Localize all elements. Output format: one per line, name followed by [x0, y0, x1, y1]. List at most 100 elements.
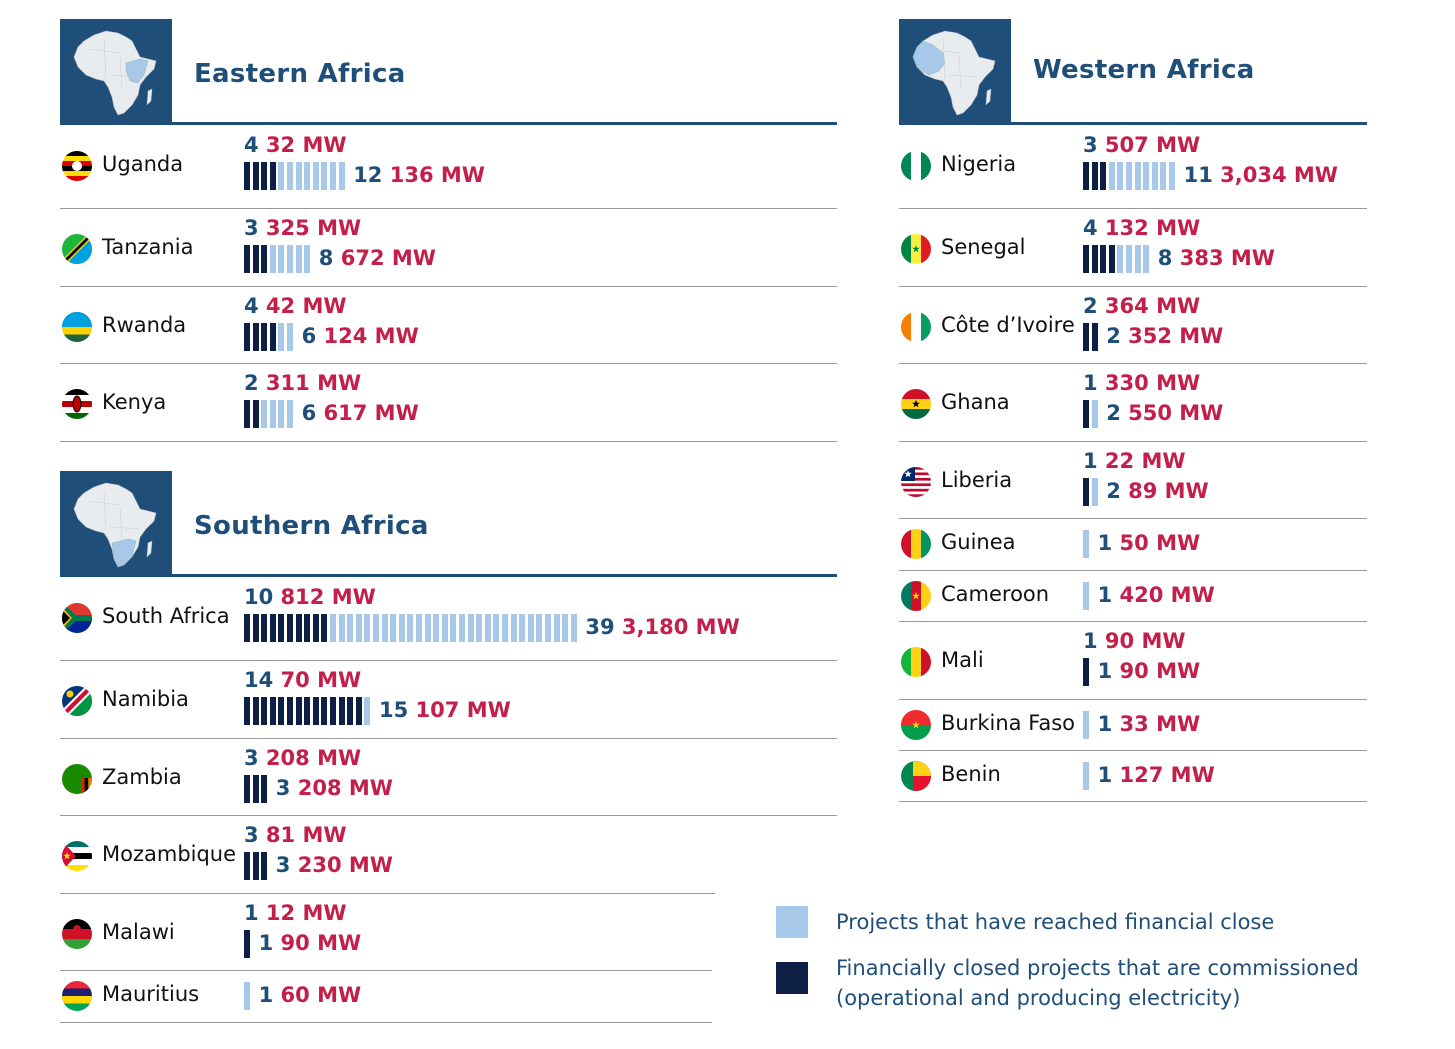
commissioned-mw: 507 MW — [1097, 133, 1201, 157]
region-header: Eastern Africa — [60, 19, 837, 125]
mali-flag-icon — [901, 647, 931, 677]
financial-close-mw: 383 MW — [1172, 246, 1275, 270]
commissioned-segment — [244, 162, 250, 190]
header-divider — [60, 122, 837, 125]
country-name: Benin — [941, 762, 1001, 786]
commissioned-label: 4 42 MW — [244, 294, 347, 318]
financial-close-segment — [278, 162, 285, 190]
financial-close-count: 1 — [1097, 531, 1113, 555]
financial-close-label: 3 230 MW — [276, 853, 393, 877]
south-africa-flag-icon — [62, 603, 92, 633]
legend-swatch-financial-close — [776, 906, 808, 938]
commissioned-mw: 208 MW — [258, 746, 362, 770]
cameroon-flag-icon — [901, 581, 931, 611]
region-title: Western Africa — [1033, 55, 1255, 85]
commissioned-label: 14 70 MW — [244, 668, 361, 692]
financial-close-segment — [1143, 245, 1150, 273]
financial-close-segment — [1083, 762, 1089, 790]
country-row: Liberia 1 22 MW 2 89 MW — [899, 441, 1367, 519]
tanzania-flag-icon — [62, 234, 92, 264]
commissioned-segment — [1083, 162, 1089, 190]
western-africa-panel: Western Africa Nigeria 3 507 MW 11 3,034 M… — [899, 19, 1367, 802]
commissioned-segment — [261, 697, 268, 725]
country-row: Senegal 4 132 MW 8 383 MW — [899, 208, 1367, 287]
financial-close-label: 1 33 MW — [1098, 712, 1201, 736]
financial-close-segment — [287, 400, 293, 428]
country-name: Rwanda — [102, 313, 187, 337]
financial-close-count: 2 — [1106, 401, 1121, 425]
financial-close-segment — [1117, 162, 1124, 190]
commissioned-segment — [261, 852, 268, 880]
financial-close-segment — [467, 614, 474, 642]
commissioned-label: 2 364 MW — [1083, 294, 1200, 318]
country-name: Guinea — [941, 530, 1016, 554]
commissioned-count: 1 — [1083, 629, 1098, 653]
commissioned-label: 4 132 MW — [1083, 216, 1200, 240]
commissioned-mw: 70 MW — [273, 668, 362, 692]
commissioned-label: 4 32 MW — [244, 133, 347, 157]
africa-map-icon — [899, 19, 1011, 123]
financial-close-segment — [570, 614, 577, 642]
financial-close-mw: 107 MW — [408, 698, 511, 722]
financial-close-segment — [1151, 162, 1158, 190]
financial-close-label: 8 383 MW — [1158, 246, 1275, 270]
commissioned-mw: 42 MW — [258, 294, 347, 318]
financial-close-segment — [527, 614, 534, 642]
commissioned-segment — [269, 697, 276, 725]
commissioned-segment — [347, 697, 354, 725]
country-name: Zambia — [102, 765, 182, 789]
financial-close-segment — [1134, 162, 1141, 190]
burkina-faso-flag-icon — [901, 710, 931, 740]
region-header: Southern Africa — [60, 471, 837, 577]
commissioned-segment — [295, 614, 302, 642]
financial-close-label: 11 3,034 MW — [1184, 163, 1338, 187]
financial-close-segment — [244, 982, 250, 1010]
commissioned-mw: 90 MW — [1097, 629, 1186, 653]
namibia-flag-icon — [62, 686, 92, 716]
commissioned-count: 4 — [244, 133, 259, 157]
financial-close-mw: 550 MW — [1120, 401, 1224, 425]
commissioned-segment — [261, 245, 268, 273]
commissioned-count: 3 — [244, 823, 259, 847]
financial-close-segment — [484, 614, 491, 642]
commissioned-segment — [304, 614, 311, 642]
commissioned-segment — [355, 697, 362, 725]
commissioned-segment — [261, 775, 268, 803]
financial-close-count: 6 — [301, 401, 317, 425]
commissioned-count: 2 — [244, 371, 259, 395]
commissioned-segment — [261, 614, 268, 642]
country-row: Benin 1 127 MW — [899, 750, 1367, 802]
financial-close-count: 3 — [275, 776, 291, 800]
financial-close-segment — [1083, 711, 1089, 739]
commissioned-count: 2 — [1083, 294, 1098, 318]
commissioned-mw: 311 MW — [258, 371, 362, 395]
commissioned-count: 10 — [244, 585, 274, 609]
commissioned-count: 14 — [244, 668, 274, 692]
financial-close-mw: 3,034 MW — [1212, 163, 1338, 187]
financial-close-count: 1 — [1097, 763, 1113, 787]
financial-close-mw: 352 MW — [1120, 324, 1224, 348]
financial-close-segment — [1126, 162, 1132, 190]
commissioned-count: 3 — [1083, 133, 1098, 157]
mozambique-flag-icon — [62, 841, 92, 871]
commissioned-label: 1 22 MW — [1083, 449, 1186, 473]
financial-close-segment — [510, 614, 517, 642]
commissioned-segment — [244, 245, 250, 273]
malawi-flag-icon — [62, 919, 92, 949]
financial-close-label: 6 124 MW — [302, 324, 419, 348]
financial-close-mw: 127 MW — [1112, 763, 1215, 787]
commissioned-segment — [1091, 323, 1098, 351]
financial-close-segment — [330, 162, 336, 190]
benin-flag-icon — [901, 761, 931, 791]
legend-swatch-commissioned — [776, 962, 808, 994]
commissioned-segment — [244, 775, 250, 803]
financial-close-segment — [287, 245, 293, 273]
financial-close-mw: 60 MW — [273, 983, 362, 1007]
country-name: Senegal — [941, 235, 1026, 259]
financial-close-count: 1 — [1097, 712, 1113, 736]
legend-label-financial-close: Projects that have reached financial clo… — [836, 910, 1275, 934]
country-row: Tanzania 3 325 MW 8 672 MW — [60, 208, 837, 287]
financial-close-count: 3 — [275, 853, 291, 877]
financial-close-segment — [536, 614, 543, 642]
commissioned-segment — [269, 162, 276, 190]
